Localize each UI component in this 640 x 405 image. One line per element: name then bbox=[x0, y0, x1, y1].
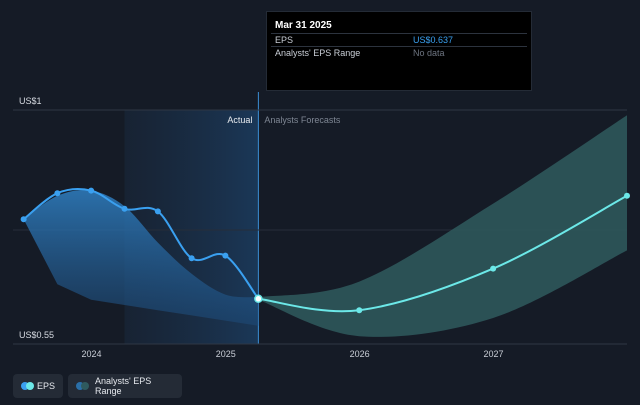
legend-range[interactable]: Analysts' EPS Range bbox=[68, 374, 182, 398]
region-label-actual: Actual bbox=[227, 115, 252, 125]
forecast-range-band bbox=[258, 115, 627, 337]
eps-forecast-point bbox=[356, 307, 363, 314]
tooltip-row-range: Analysts' EPS Range No data bbox=[271, 46, 527, 60]
eps-actual-point bbox=[188, 255, 195, 262]
tooltip-range-label: Analysts' EPS Range bbox=[275, 48, 361, 58]
actual-range-band bbox=[23, 190, 259, 326]
eps-actual-point bbox=[54, 190, 61, 197]
x-tick-label: 2026 bbox=[350, 349, 370, 359]
eps-legend-icon bbox=[21, 382, 34, 390]
eps-actual-point bbox=[20, 216, 27, 223]
tooltip-eps-value: US$0.637 bbox=[413, 35, 454, 45]
eps-forecast-point bbox=[490, 265, 497, 272]
eps-forecast-line bbox=[258, 194, 628, 313]
tooltip-eps-label: EPS bbox=[275, 35, 294, 45]
tooltip-panel: Mar 31 2025 EPS US$0.637 Analysts' EPS R… bbox=[266, 11, 532, 91]
eps-actual-point bbox=[88, 187, 95, 194]
eps-actual-point bbox=[121, 205, 128, 212]
tooltip-range-value: No data bbox=[413, 48, 445, 58]
x-tick-label: 2027 bbox=[483, 349, 503, 359]
eps-actual-point bbox=[154, 208, 161, 215]
legend-range-label: Analysts' EPS Range bbox=[94, 376, 152, 396]
y-tick-label-top: US$1 bbox=[19, 96, 42, 106]
x-tick-label: 2025 bbox=[216, 349, 236, 359]
range-legend-icon bbox=[76, 382, 89, 390]
x-tick-label: 2024 bbox=[81, 349, 101, 359]
eps-forecast-point bbox=[624, 192, 630, 199]
legend-eps-label: EPS bbox=[36, 381, 55, 391]
eps-actual-point bbox=[254, 294, 263, 304]
tooltip-row-eps: EPS US$0.637 bbox=[271, 33, 527, 47]
tooltip-title: Mar 31 2025 bbox=[275, 20, 332, 31]
eps-actual-point bbox=[222, 252, 229, 259]
y-tick-label-bottom: US$0.55 bbox=[19, 330, 54, 340]
region-label-forecast: Analysts Forecasts bbox=[264, 115, 341, 125]
legend-eps[interactable]: EPS bbox=[13, 374, 63, 398]
